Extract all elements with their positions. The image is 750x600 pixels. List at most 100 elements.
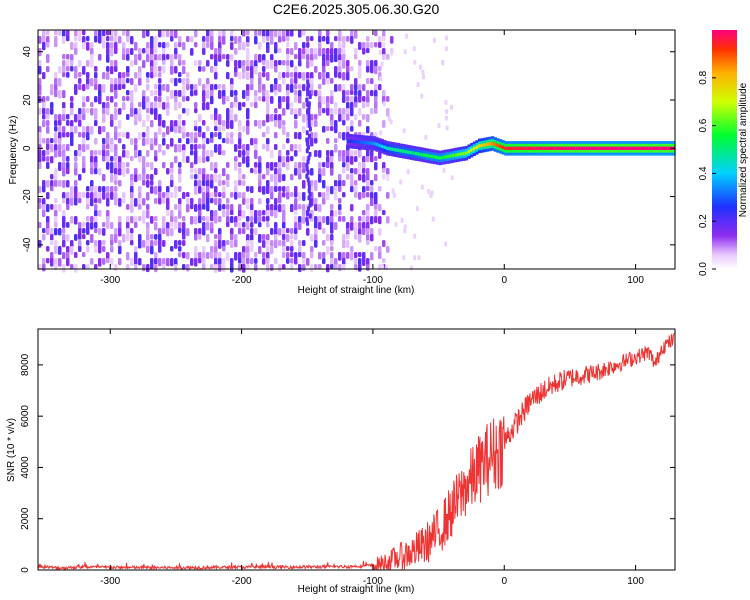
spectrogram-x-label: Height of straight line (km) bbox=[298, 285, 415, 296]
spectrogram-cell bbox=[322, 162, 326, 168]
spectrogram-cell bbox=[274, 30, 278, 38]
spectrogram-cell bbox=[70, 96, 74, 102]
spectrogram-cell bbox=[58, 138, 62, 145]
spectrogram-cell bbox=[306, 54, 310, 61]
spectrogram-cell bbox=[82, 156, 86, 164]
spectrogram-cell bbox=[118, 78, 122, 86]
x-tick-label: -200 bbox=[232, 576, 252, 587]
spectrogram-cell bbox=[146, 246, 150, 254]
spectrogram-cell bbox=[206, 156, 210, 162]
spectrogram-cell bbox=[262, 144, 266, 150]
spectrogram-cell bbox=[290, 108, 294, 115]
spectrogram-cell bbox=[266, 198, 270, 205]
spectrogram-cell bbox=[86, 36, 90, 42]
spectrogram-cell bbox=[174, 66, 178, 74]
spectrogram-cell bbox=[38, 108, 42, 115]
spectrogram-cell bbox=[294, 150, 298, 157]
spectrogram-cell bbox=[391, 188, 395, 194]
spectrogram-cell bbox=[182, 84, 186, 91]
spectrogram-cell bbox=[150, 264, 154, 270]
spectrogram-cell bbox=[146, 48, 150, 55]
spectrogram-cell bbox=[306, 48, 310, 55]
spectrogram-cell bbox=[226, 210, 230, 217]
spectrogram-cell bbox=[78, 36, 82, 42]
spectrogram-cell bbox=[194, 102, 198, 109]
spectrogram-cell bbox=[294, 84, 298, 90]
spectrogram-cell bbox=[126, 228, 130, 235]
spectrogram-cell bbox=[146, 72, 150, 78]
spectrogram-cell bbox=[106, 156, 110, 162]
spectrogram-cell bbox=[154, 48, 158, 54]
spectrogram-cell bbox=[246, 60, 250, 68]
signal-track-core bbox=[590, 146, 595, 150]
spectrogram-cell bbox=[210, 192, 214, 200]
spectrogram-cell bbox=[218, 204, 222, 211]
spectrogram-cell bbox=[358, 264, 362, 272]
spectrogram-cell bbox=[62, 102, 66, 109]
spectrogram-cell bbox=[278, 120, 282, 129]
spectrogram-cell bbox=[166, 168, 170, 175]
spectrogram-cell bbox=[338, 48, 342, 55]
spectrogram-cell bbox=[134, 252, 138, 260]
spectrogram-cell bbox=[106, 66, 110, 72]
spectrogram-cell bbox=[330, 96, 334, 105]
spectrogram-cell bbox=[206, 174, 210, 182]
spectrogram-cell bbox=[218, 264, 222, 272]
spectrogram-cell bbox=[94, 84, 98, 91]
spectrogram-cell bbox=[302, 72, 306, 81]
spectrogram-cell bbox=[246, 66, 250, 72]
signal-track-core bbox=[530, 146, 534, 150]
spectrogram-cell bbox=[290, 234, 294, 240]
spectrogram-cell bbox=[134, 120, 138, 126]
signal-track-core bbox=[520, 146, 524, 150]
spectrogram-cell bbox=[342, 114, 346, 122]
spectrogram-cell bbox=[362, 96, 366, 102]
spectrogram-cell bbox=[114, 174, 118, 181]
spectrogram-cell bbox=[134, 246, 138, 254]
spectrogram-cell bbox=[194, 42, 198, 48]
spectrogram-cell bbox=[66, 234, 70, 242]
spectrogram-cell bbox=[202, 138, 206, 146]
spectrogram-cell bbox=[110, 144, 114, 153]
spectrogram-cell bbox=[354, 150, 358, 156]
spectrogram-cell bbox=[354, 90, 358, 96]
signal-track-core bbox=[388, 147, 392, 151]
spectrogram-cell bbox=[314, 222, 318, 229]
spectrogram-cell bbox=[282, 204, 286, 212]
spectrogram-cell bbox=[46, 126, 50, 134]
spectrogram-cell bbox=[282, 144, 286, 150]
figure-title: C2E6.2025.305.06.30.G20 bbox=[273, 1, 440, 17]
spectrogram-cell bbox=[46, 42, 50, 48]
signal-track-core bbox=[446, 154, 450, 159]
spectrogram-cell bbox=[194, 246, 198, 254]
spectrogram-cell bbox=[134, 174, 138, 183]
spectrogram-cell bbox=[238, 210, 242, 218]
spectrogram-cell bbox=[274, 204, 278, 212]
spectrogram-cell bbox=[222, 138, 226, 144]
spectrogram-cell bbox=[102, 84, 106, 93]
spectrogram-cell bbox=[290, 48, 294, 56]
spectrogram-cell bbox=[66, 144, 70, 151]
spectrogram-cell bbox=[330, 186, 334, 195]
spectrogram-cell bbox=[218, 132, 222, 140]
spectrogram-cell bbox=[110, 222, 114, 229]
spectrogram-cell bbox=[174, 144, 178, 153]
spectrogram-cell bbox=[106, 222, 110, 230]
spectrogram-cell bbox=[106, 198, 110, 207]
spectrogram-frame bbox=[37, 29, 676, 270]
spectrogram-cell bbox=[78, 78, 82, 84]
spectrogram-cell bbox=[170, 30, 174, 37]
spectrogram-cell bbox=[214, 72, 218, 80]
spectrogram-cell bbox=[374, 246, 378, 252]
signal-track-core bbox=[569, 146, 574, 150]
spectrogram-cell bbox=[182, 234, 186, 240]
spectrogram-cell bbox=[122, 144, 126, 150]
spectrogram-cell bbox=[258, 168, 262, 174]
spectrogram-cell bbox=[226, 180, 230, 188]
spectrogram-cell bbox=[210, 150, 214, 158]
spectrogram-cell bbox=[198, 132, 202, 138]
spectrogram-cell bbox=[86, 60, 90, 67]
spectrogram-cell bbox=[126, 78, 130, 84]
spectrogram-cell bbox=[90, 102, 94, 108]
signal-track-core bbox=[588, 146, 592, 150]
